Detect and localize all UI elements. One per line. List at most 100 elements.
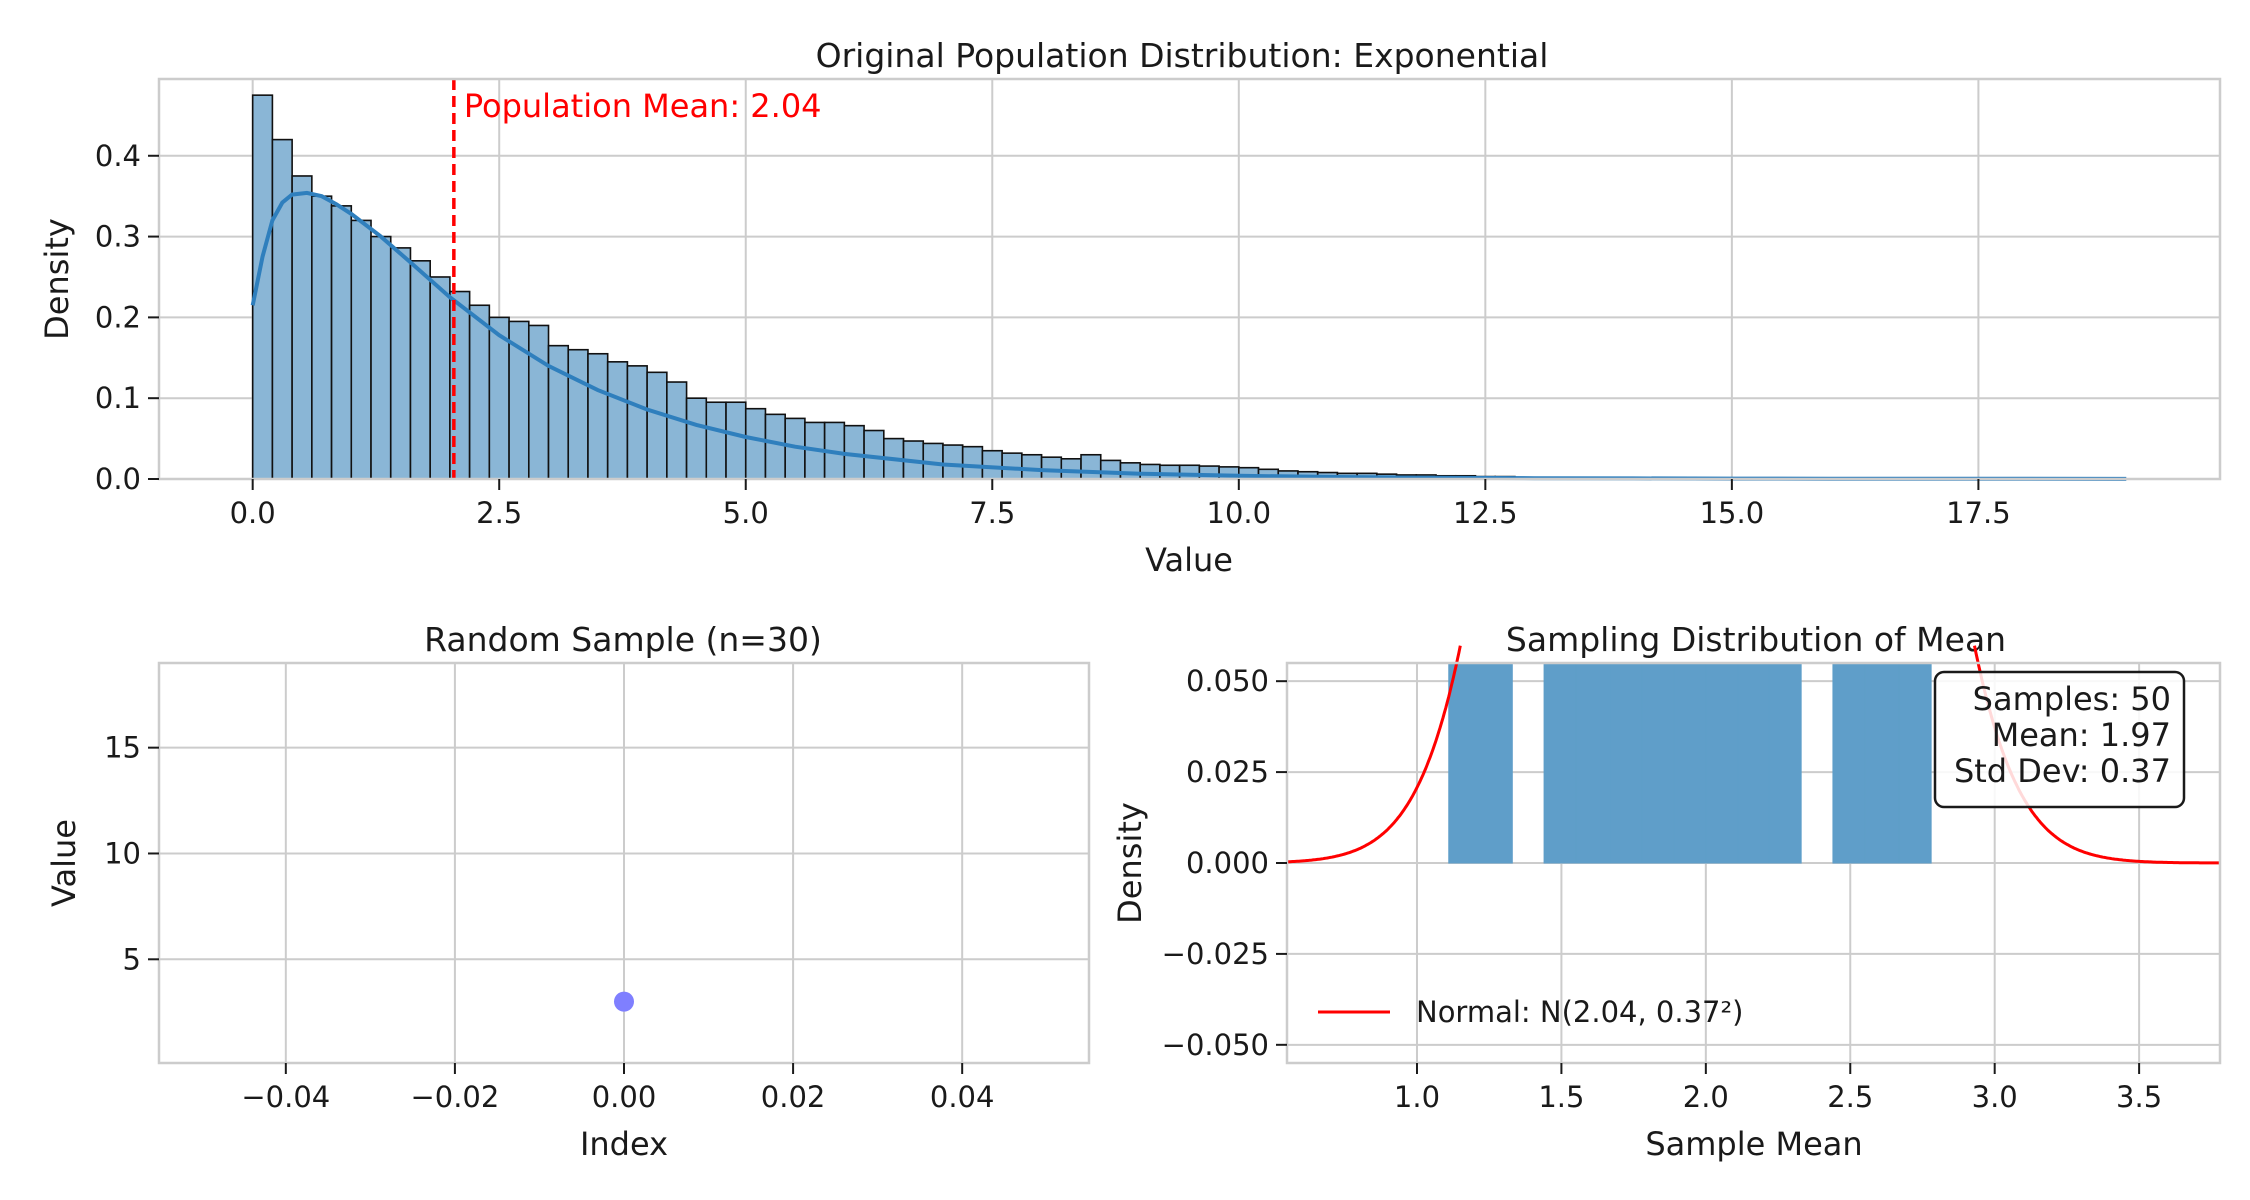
sampling-chart-title: Sampling Distribution of Mean — [1506, 620, 2006, 659]
population-y-tick-label: 0.0 — [95, 462, 141, 496]
sample-x-tick-label: 0.00 — [592, 1080, 657, 1114]
population-bar — [271, 138, 293, 480]
sampling-bar — [1737, 662, 1770, 864]
population-bar — [527, 324, 550, 480]
sampling-bar — [1864, 662, 1900, 864]
population-bar — [1040, 456, 1063, 480]
sampling-x-tick-label: 2.5 — [1827, 1080, 1873, 1114]
sampling-bars — [1448, 662, 1932, 864]
population-bar — [1080, 453, 1102, 480]
population-bar — [606, 361, 629, 480]
stats-box: Samples: 50 Mean: 1.97 Std Dev: 0.37 — [1933, 670, 2186, 809]
sampling-y-tick-label: 0.025 — [1186, 755, 1269, 789]
sampling-bar — [1898, 662, 1932, 864]
population-y-axis-label: Density — [38, 218, 76, 340]
sampling-y-tick-label: 0.050 — [1186, 664, 1269, 698]
population-chart-title: Original Population Distribution: Expone… — [816, 36, 1549, 75]
stats-samples: Samples: 50 — [1973, 680, 2171, 718]
sampling-y-tick-label: −0.025 — [1162, 937, 1269, 971]
population-bar — [942, 444, 964, 480]
sample-y-tick-label: 5 — [123, 942, 141, 976]
legend-normal-label: Normal: N(2.04, 0.37²) — [1416, 995, 1743, 1029]
population-bar — [1021, 453, 1043, 480]
population-x-tick-label: 2.5 — [476, 496, 522, 530]
sample-x-tick-label: −0.02 — [410, 1080, 499, 1114]
population-y-tick-label: 0.4 — [95, 139, 141, 173]
population-plot-frame — [157, 77, 2222, 481]
population-x-tick-label: 0.0 — [230, 496, 276, 530]
population-bar — [1060, 457, 1082, 480]
population-bar — [626, 365, 648, 480]
sample-y-tick-label: 10 — [104, 836, 141, 870]
sampling-bar — [1705, 662, 1739, 864]
population-bar — [961, 445, 984, 480]
sampling-bar — [1641, 662, 1675, 864]
population-bar — [587, 352, 609, 480]
sampling-bar — [1575, 662, 1612, 864]
population-x-tick-label: 12.5 — [1453, 496, 1518, 530]
population-bar — [744, 407, 767, 480]
sampling-y-tick-label: 0.000 — [1186, 846, 1269, 880]
sampling-bar — [1832, 662, 1866, 864]
sampling-x-tick-label: 3.0 — [1972, 1080, 2018, 1114]
population-histogram-panel: Original Population Distribution: Expone… — [38, 36, 2222, 579]
sampling-ticks: 1.0 1.5 2.0 2.5 3.0 3.5 0.050 0.025 0.000 −0.025 −… — [1162, 664, 2163, 1114]
population-ticks: 0.0 2.5 5.0 7.5 10.0 12.5 15.0 17.5 0.0 0.1 0.2 0.3… — [95, 139, 2011, 530]
population-bar — [370, 235, 392, 480]
population-bar — [646, 371, 668, 480]
sample-x-tick-label: −0.04 — [241, 1080, 330, 1114]
population-bar — [291, 175, 313, 480]
sample-x-axis-label: Index — [580, 1125, 668, 1163]
population-y-tick-label: 0.1 — [95, 381, 141, 415]
sample-chart-title: Random Sample (n=30) — [424, 620, 822, 659]
sampling-bar — [1768, 662, 1802, 864]
sampling-x-tick-label: 1.5 — [1538, 1080, 1584, 1114]
sample-x-tick-label: 0.02 — [761, 1080, 826, 1114]
sampling-x-tick-label: 2.0 — [1683, 1080, 1729, 1114]
population-bar — [330, 205, 353, 480]
population-x-tick-label: 5.0 — [723, 496, 769, 530]
sampling-y-axis-label: Density — [1111, 802, 1149, 924]
sampling-distribution-panel: Sampling Distribution of Mean 1.0 1.5 2.0 2… — [1111, 620, 2222, 1163]
sampling-bar — [1543, 662, 1577, 864]
population-bar — [429, 276, 451, 480]
population-x-tick-label: 7.5 — [969, 496, 1015, 530]
population-bar — [1119, 462, 1141, 480]
population-x-axis-label: Value — [1145, 541, 1233, 579]
sample-point — [614, 991, 634, 1012]
sampling-bar — [1610, 662, 1643, 864]
random-sample-panel: Random Sample (n=30) −0.04 −0.02 0.00 0.02 0… — [45, 620, 1091, 1163]
sampling-bar — [1448, 662, 1513, 864]
sampling-x-tick-label: 1.0 — [1394, 1080, 1440, 1114]
sample-y-axis-label: Value — [45, 819, 83, 907]
population-bars — [251, 94, 1694, 480]
population-x-tick-label: 10.0 — [1207, 496, 1272, 530]
sampling-x-tick-label: 3.5 — [2116, 1080, 2162, 1114]
population-bar — [350, 219, 372, 480]
sampling-bar — [1673, 662, 1707, 864]
sample-ticks: −0.04 −0.02 0.00 0.02 0.04 5 10 15 — [104, 731, 994, 1114]
population-bar — [685, 397, 708, 480]
population-bar — [1099, 459, 1122, 480]
population-bar — [764, 413, 786, 480]
population-bar — [1159, 464, 1181, 480]
stats-mean: Mean: 1.97 — [1992, 716, 2171, 754]
population-bar — [666, 381, 688, 480]
population-bar — [409, 260, 431, 480]
stats-box-frame — [1933, 670, 2186, 809]
population-mean-label: Population Mean: 2.04 — [464, 87, 822, 125]
population-bar — [311, 195, 333, 480]
population-bar — [468, 304, 491, 480]
population-bar — [981, 449, 1003, 480]
stats-std-dev: Std Dev: 0.37 — [1954, 752, 2171, 790]
sample-grid — [159, 663, 1089, 1063]
population-bar — [725, 401, 747, 480]
population-x-tick-label: 17.5 — [1946, 496, 2011, 530]
sample-x-tick-label: 0.04 — [930, 1080, 995, 1114]
population-bar — [705, 401, 727, 480]
sampling-y-tick-label: −0.050 — [1162, 1028, 1269, 1062]
population-y-tick-label: 0.2 — [95, 300, 141, 334]
sampling-x-axis-label: Sample Mean — [1645, 1125, 1862, 1163]
population-bar — [567, 348, 589, 480]
